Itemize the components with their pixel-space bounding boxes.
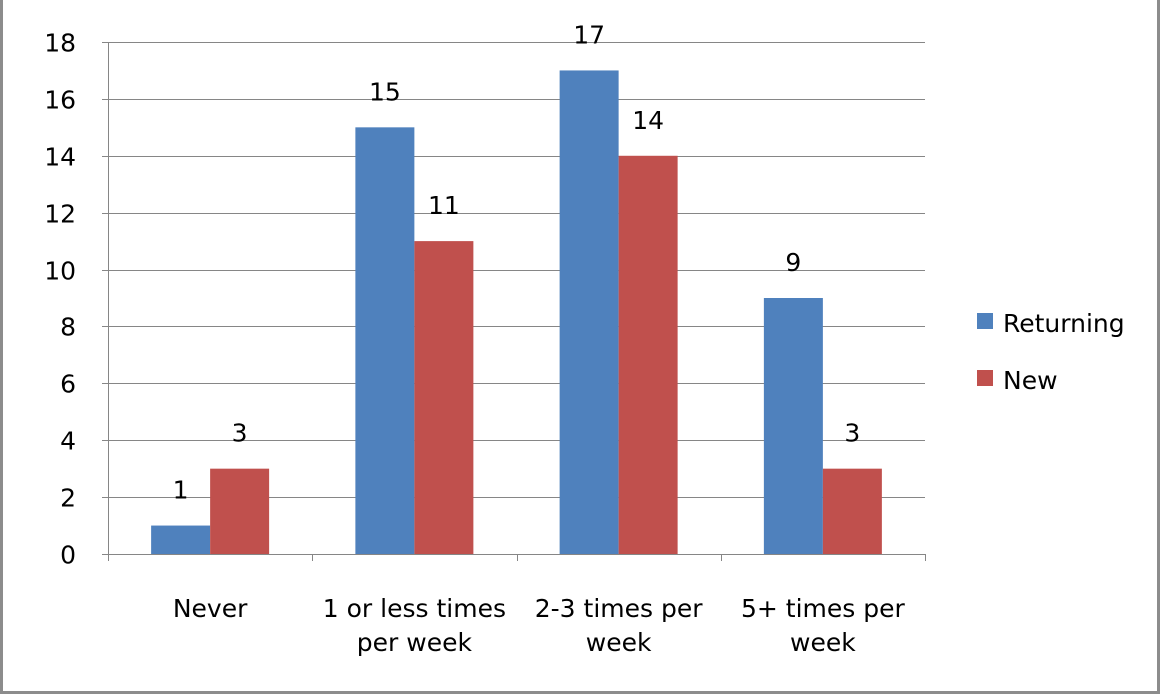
data-label: 11 — [428, 191, 460, 220]
legend-label: New — [1003, 366, 1058, 395]
data-label: 3 — [844, 419, 860, 448]
gridlines — [108, 42, 925, 498]
data-label: 9 — [785, 248, 801, 277]
bar-new — [822, 468, 882, 554]
y-tick-label: 16 — [44, 86, 76, 115]
data-label: 3 — [232, 419, 248, 448]
x-tick-label: 5+ times per week — [741, 594, 906, 657]
y-tick-label: 12 — [44, 200, 76, 229]
bar-new — [618, 155, 678, 554]
bar-new — [414, 241, 474, 554]
bar-new — [210, 468, 270, 554]
legend-label: Returning — [1003, 309, 1125, 338]
data-label: 15 — [369, 77, 401, 106]
y-tick-label: 0 — [60, 541, 76, 570]
x-tick-label: 2-3 times per week — [535, 594, 703, 657]
data-label: 14 — [632, 106, 664, 135]
x-tick-label: 1 or less times per week — [323, 594, 506, 657]
bars — [151, 70, 882, 554]
data-labels: 1 3 15 11 17 14 9 3 — [173, 20, 861, 504]
x-tick-label: Never — [173, 594, 248, 623]
data-label: 1 — [173, 476, 189, 505]
y-tick-label: 6 — [60, 370, 76, 399]
bar-returning — [559, 70, 619, 554]
legend: Returning New — [977, 309, 1125, 395]
bar-returning — [355, 127, 415, 554]
y-tick-label: 18 — [44, 29, 76, 58]
bar-returning — [151, 525, 211, 554]
legend-swatch — [977, 370, 993, 386]
legend-swatch — [977, 313, 993, 329]
y-tick-label: 4 — [60, 427, 76, 456]
axes: 0 2 4 6 8 10 12 14 16 18 Never 1 or less times per w… — [44, 29, 926, 657]
y-tick-label: 8 — [60, 313, 76, 342]
y-tick-label: 10 — [44, 257, 76, 286]
data-label: 17 — [573, 20, 605, 49]
y-tick-label: 2 — [60, 484, 76, 513]
y-tick-label: 14 — [44, 143, 76, 172]
bar-chart: 0 2 4 6 8 10 12 14 16 18 Never 1 or less times per w… — [44, 20, 1125, 657]
bar-returning — [763, 298, 823, 554]
